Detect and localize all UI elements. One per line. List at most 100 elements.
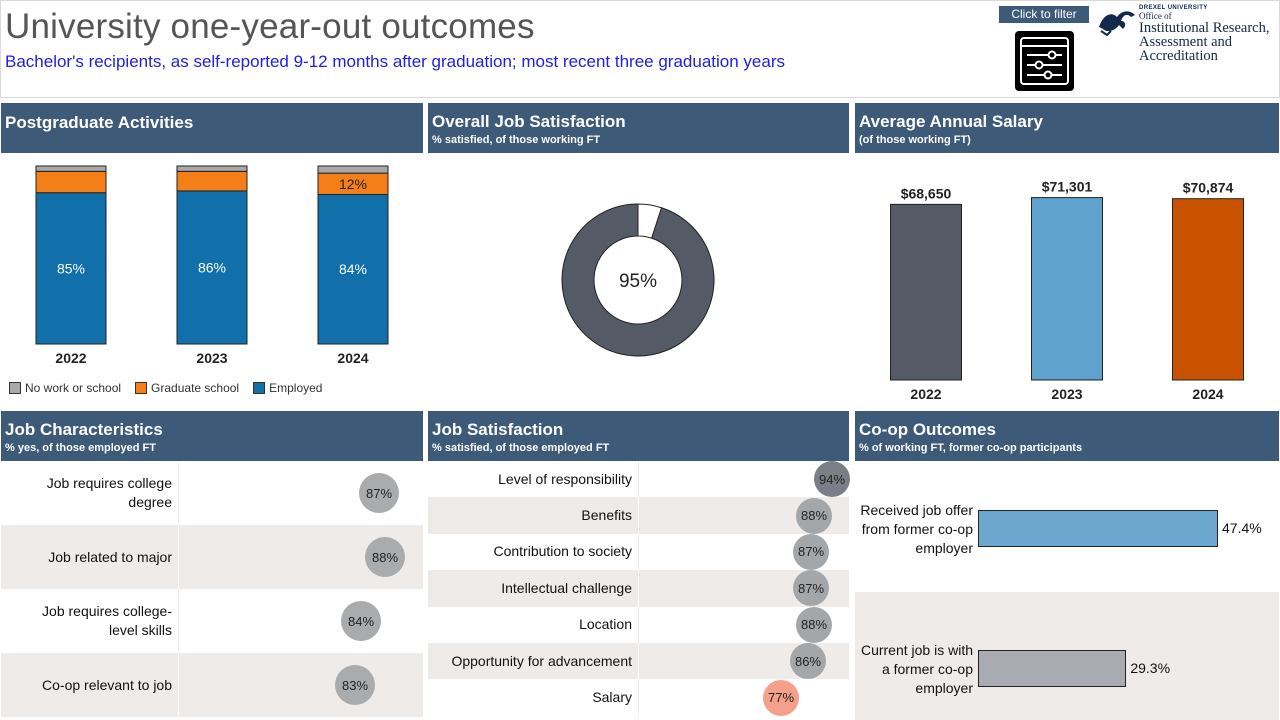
coop-value-label: 47.4% — [1222, 520, 1262, 536]
value-bubble[interactable]: 77% — [763, 679, 799, 716]
filter-sliders-icon[interactable] — [1015, 31, 1074, 91]
job-satisfaction-title: Job Satisfaction — [432, 420, 564, 439]
legend-label: Employed — [269, 381, 323, 395]
salary-chart: $68,650 2022 $71,301 2023 $70,874 2024 — [890, 179, 1244, 402]
bar-segment-employed[interactable] — [317, 193, 389, 345]
job-characteristics-panel: Job Characteristics % yes, of those empl… — [1, 411, 423, 720]
job-characteristics-header: Job Characteristics % yes, of those empl… — [1, 411, 423, 461]
salary-panel: Average Annual Salary (of those working … — [855, 103, 1279, 406]
value-bubble[interactable]: 86% — [790, 643, 826, 680]
column-divider — [638, 606, 639, 643]
value-bubble[interactable]: 94% — [814, 461, 850, 498]
filter-button[interactable]: Click to filter — [999, 6, 1089, 23]
university-logo: DREXEL UNIVERSITY Office of Institutiona… — [1097, 5, 1277, 65]
legend-item-none[interactable]: No work or school — [9, 381, 121, 395]
row-label: Intellectual challenge — [501, 579, 632, 596]
table-row[interactable]: Contribution to society 87% — [428, 533, 849, 571]
row-label: Job related to major — [48, 548, 172, 565]
postgrad-panel: Postgraduate Activities 85% 2022 86% 2023 84… — [1, 103, 423, 406]
overall-satisfaction-chart: 95% — [561, 203, 715, 357]
x-tick-label: 2022 — [55, 350, 86, 366]
table-row[interactable]: Benefits 88% — [428, 497, 849, 534]
value-bubble[interactable]: 87% — [793, 533, 829, 570]
table-row[interactable]: Level of responsibility 94% — [428, 461, 850, 498]
table-row[interactable]: Salary 77% — [428, 679, 849, 716]
salary-title: Average Annual Salary — [859, 112, 1043, 131]
table-row[interactable]: Opportunity for advancement 86% — [428, 643, 849, 680]
coop-subtitle: % of working FT, former co-op participan… — [859, 442, 1083, 454]
column-divider — [178, 589, 179, 653]
column-divider — [178, 653, 179, 717]
column-divider — [638, 570, 639, 607]
column-divider — [178, 461, 179, 525]
salary-data-label: $71,301 — [1042, 179, 1093, 195]
page-title: University one-year-out outcomes — [5, 7, 535, 46]
x-tick-label: 2024 — [337, 350, 368, 366]
bar-segment-no-work-or-school[interactable] — [317, 165, 389, 174]
coop-row-label: Received job offer from former co-op emp… — [860, 502, 973, 556]
bar-segment-graduate-school[interactable] — [176, 170, 248, 192]
salary-bar-2023[interactable] — [1031, 197, 1103, 381]
legend-swatch — [253, 382, 266, 394]
bar-segment-no-work-or-school[interactable] — [176, 165, 248, 172]
donut-slice-not-satisfied[interactable] — [637, 203, 663, 239]
salary-header: Average Annual Salary (of those working … — [855, 103, 1279, 153]
column-divider — [638, 533, 639, 571]
row-label: Co-op relevant to job — [42, 676, 172, 693]
coop-row-label: Current job is with a former co-op emplo… — [860, 642, 973, 696]
column-divider — [638, 497, 639, 534]
value-bubble[interactable]: 83% — [335, 665, 375, 705]
legend-swatch — [9, 382, 21, 394]
table-row[interactable]: Intellectual challenge 87% — [428, 570, 849, 607]
bar-data-label: 85% — [57, 260, 85, 276]
postgrad-chart: 85% 2022 86% 2023 84% 12% 2024 — [35, 165, 389, 366]
coop-bar[interactable] — [978, 510, 1218, 547]
value-bubble[interactable]: 87% — [793, 570, 829, 607]
x-tick-label: 2022 — [910, 386, 941, 402]
coop-header: Co-op Outcomes % of working FT, former c… — [855, 411, 1279, 461]
overall-satisfaction-subtitle: % satisfied, of those working FT — [432, 134, 601, 146]
coop-panel: Co-op Outcomes % of working FT, former c… — [855, 411, 1279, 720]
coop-bar[interactable] — [978, 650, 1127, 687]
donut-slice-satisfied[interactable] — [561, 203, 715, 357]
legend-label: No work or school — [25, 381, 122, 395]
table-row[interactable]: Job requires college degree 87% — [1, 461, 423, 525]
bar-segment-employed[interactable] — [35, 192, 107, 345]
row-label: Location — [579, 616, 632, 633]
x-tick-label: 2024 — [1192, 386, 1223, 402]
job-characteristics-title: Job Characteristics — [5, 420, 163, 439]
dragon-icon — [1099, 11, 1135, 37]
value-bubble[interactable]: 84% — [341, 601, 381, 641]
value-bubble[interactable]: 87% — [359, 473, 399, 513]
salary-subtitle: (of those working FT) — [859, 134, 971, 146]
overall-satisfaction-panel: Overall Job Satisfaction % satisfied, of… — [428, 103, 849, 406]
value-bubble[interactable]: 88% — [796, 497, 832, 534]
row-label: Contribution to society — [493, 543, 632, 560]
coop-value-label: 29.3% — [1130, 660, 1171, 676]
table-row[interactable]: Location 88% — [428, 606, 849, 643]
bar-data-label: 12% — [339, 176, 367, 192]
job-satisfaction-panel: Job Satisfaction % satisfied, of those e… — [428, 411, 850, 720]
postgrad-legend: No work or school Graduate school Employ… — [9, 381, 322, 395]
job-satisfaction-header: Job Satisfaction % satisfied, of those e… — [428, 411, 849, 461]
row-label: Job requires college-level skills — [42, 603, 172, 638]
salary-bar-2022[interactable] — [890, 203, 962, 381]
value-bubble[interactable]: 88% — [365, 537, 405, 577]
x-tick-label: 2023 — [196, 350, 227, 366]
salary-data-label: $68,650 — [901, 185, 952, 201]
legend-label: Graduate school — [151, 381, 240, 395]
dashboard-header: University one-year-out outcomes Bachelo… — [0, 0, 1280, 98]
legend-item-employed[interactable]: Employed — [253, 381, 322, 395]
legend-item-grad[interactable]: Graduate school — [135, 381, 239, 395]
job-satisfaction-subtitle: % satisfied, of those employed FT — [432, 442, 610, 454]
value-bubble[interactable]: 88% — [796, 606, 832, 643]
table-row[interactable]: Co-op relevant to job 83% — [1, 653, 423, 717]
table-row[interactable]: Job requires college-level skills 84% — [1, 589, 423, 653]
column-divider — [638, 461, 639, 498]
bar-segment-no-work-or-school[interactable] — [35, 165, 107, 172]
salary-bar-2024[interactable] — [1172, 198, 1244, 381]
bar-segment-graduate-school[interactable] — [35, 170, 107, 194]
column-divider — [178, 525, 179, 589]
column-divider — [638, 643, 639, 680]
table-row[interactable]: Job related to major 88% — [1, 525, 423, 589]
